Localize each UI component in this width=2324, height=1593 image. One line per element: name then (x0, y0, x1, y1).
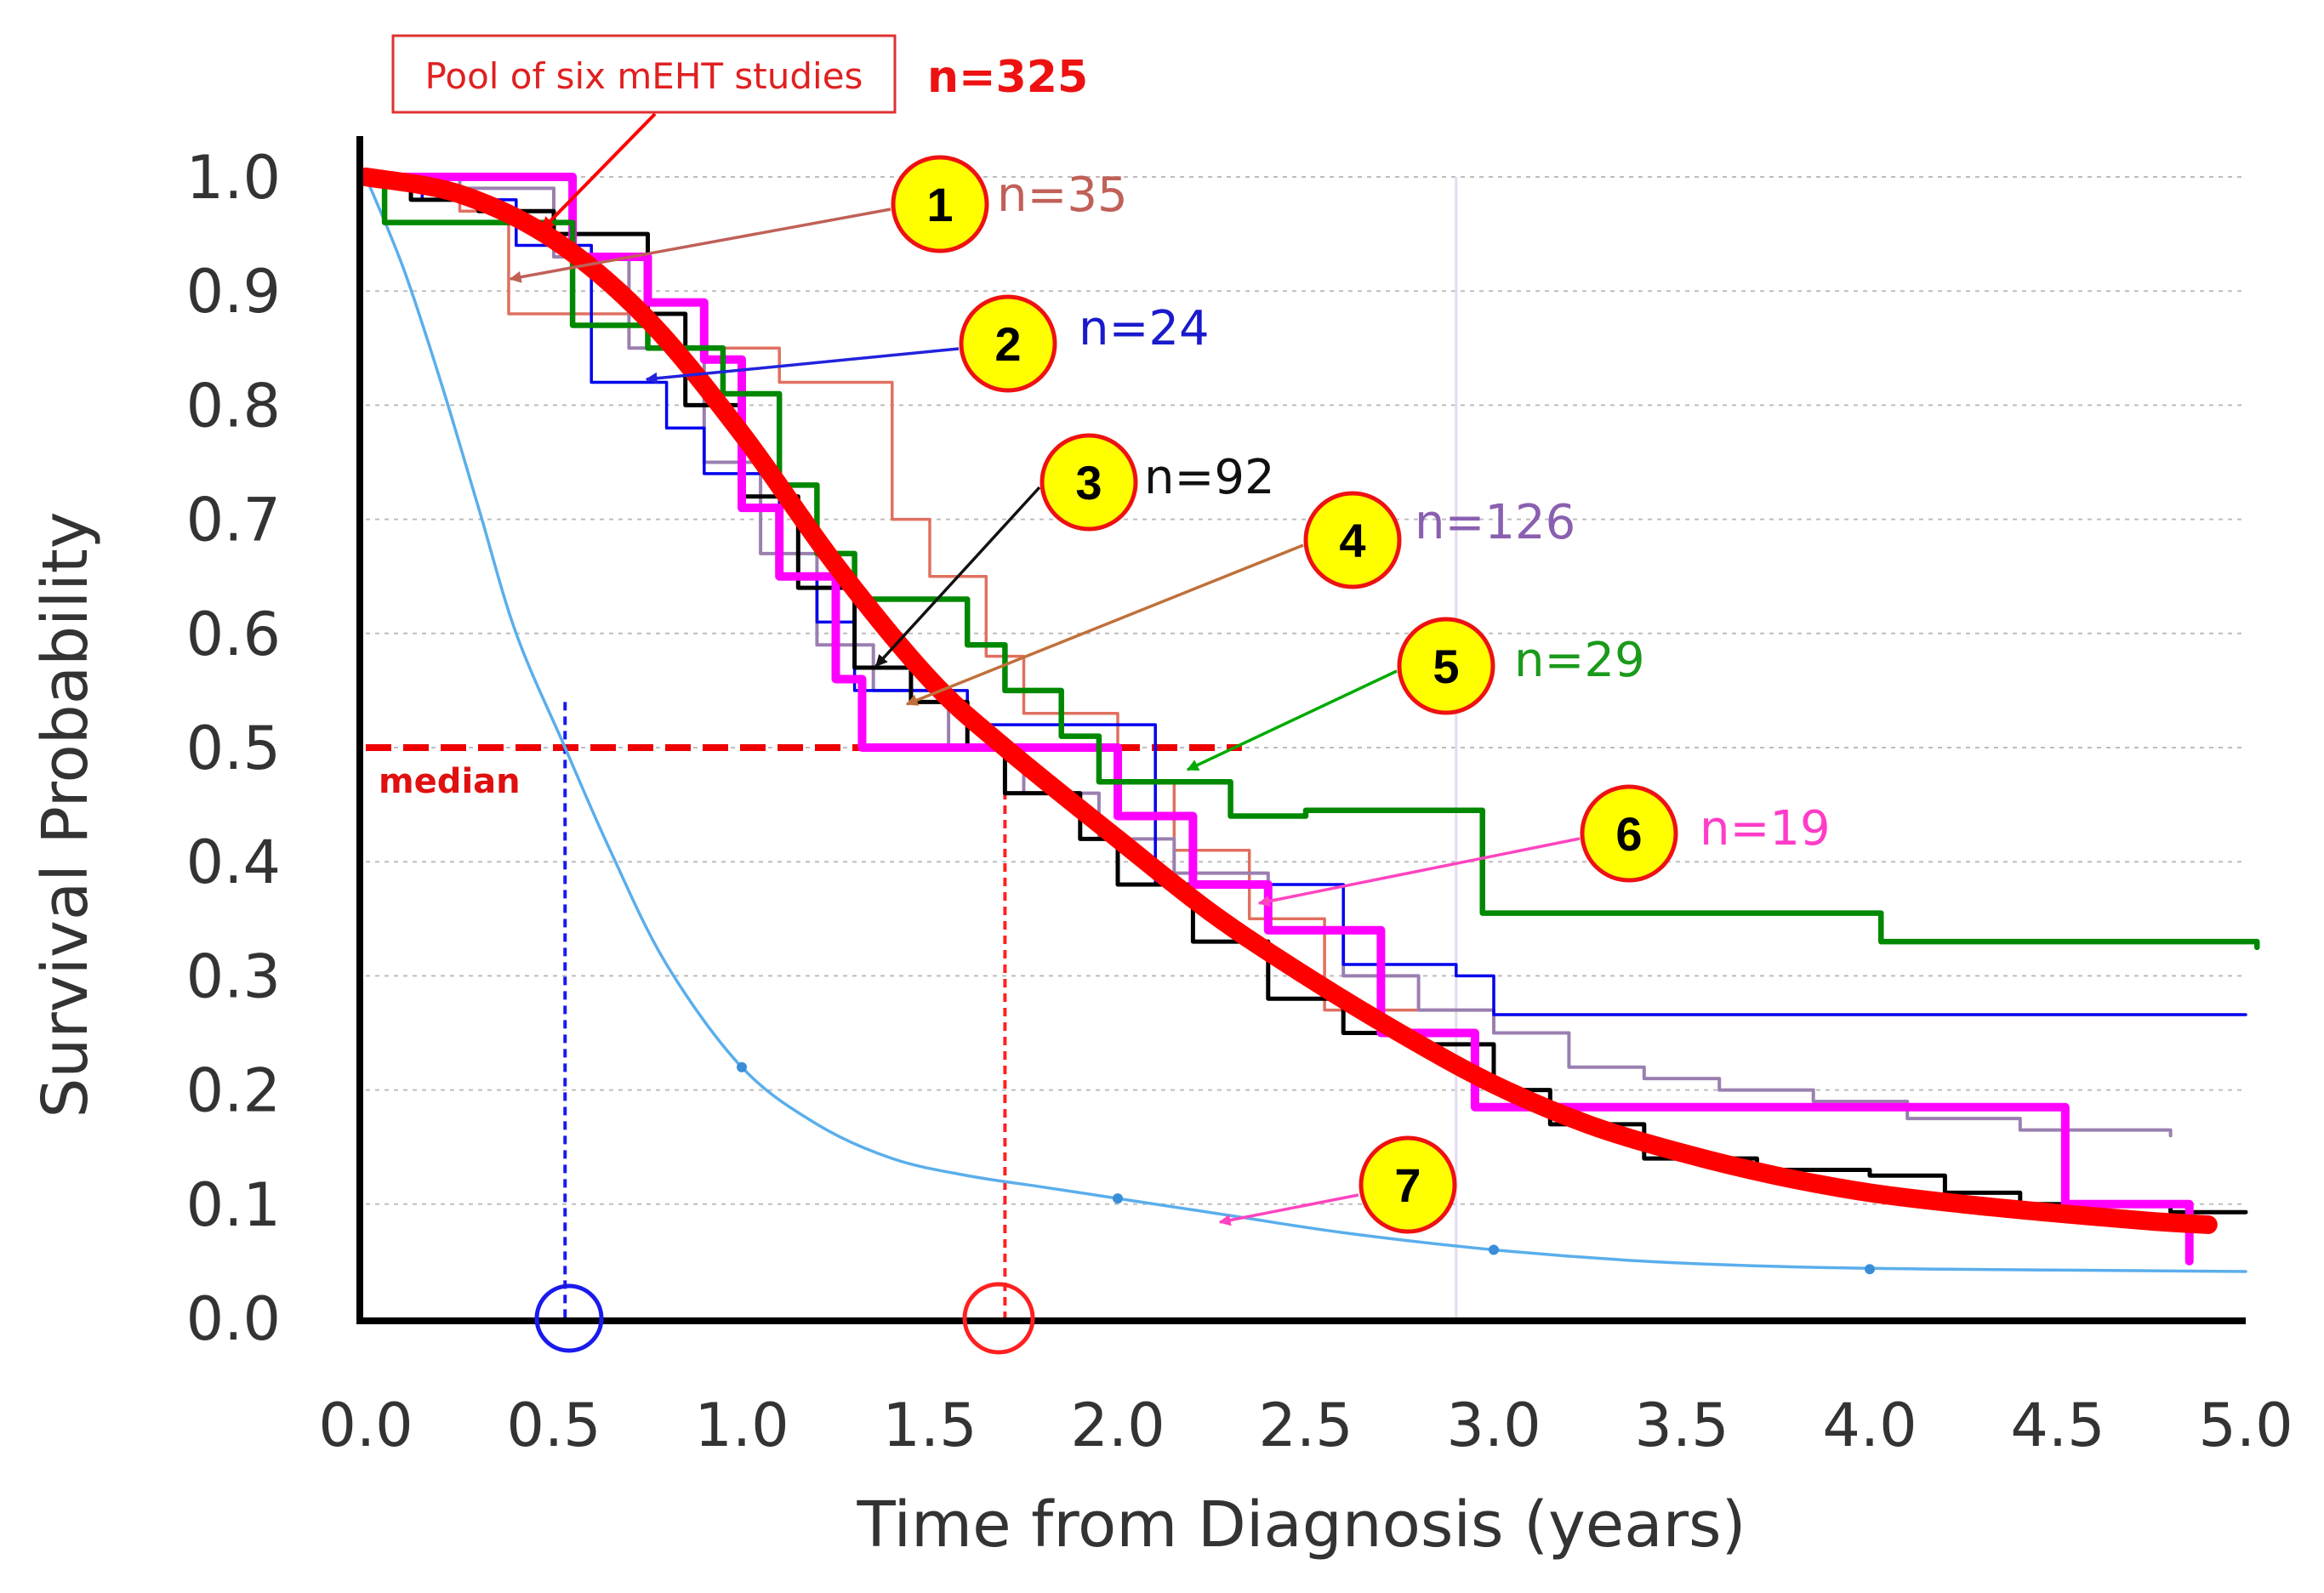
badge-n-2: n=24 (1079, 301, 1210, 356)
badge-4 (1303, 491, 1402, 589)
series-7-point (1865, 1264, 1875, 1275)
badge-5 (1397, 617, 1495, 715)
x-tick-label: 3.5 (1634, 1391, 1729, 1460)
x-tick-label: 1.5 (882, 1391, 977, 1460)
y-tick-label: 0.1 (186, 1170, 281, 1240)
badge-arrow-3 (874, 486, 1041, 668)
badge-arrow-7 (1218, 1193, 1359, 1226)
pooled-median-marker (962, 1282, 1035, 1355)
badge-n-5: n=29 (1514, 633, 1645, 688)
badges: 1 n=35 2 n=24 3 n=92 4 n=126 5 n=29 6 n=19 7 (509, 155, 1831, 1234)
y-tick-label: 0.8 (186, 371, 281, 441)
badge-arrow-1 (509, 208, 891, 283)
y-tick-label: 0.6 (186, 600, 281, 669)
axes (356, 136, 2246, 1324)
series-layer (356, 168, 2260, 1275)
badge-label-1: 1 (926, 178, 953, 231)
grid-lines (366, 176, 2246, 1318)
x-tick-label: 3.0 (1446, 1391, 1541, 1460)
x-tick-label: 2.0 (1070, 1391, 1165, 1460)
badge-label-7: 7 (1394, 1158, 1421, 1212)
pool-label: Pool of six mEHT studies (425, 55, 863, 97)
badge-n-3: n=92 (1144, 450, 1275, 505)
x-tick-label: 0.5 (506, 1391, 601, 1460)
series-line-6 (362, 173, 2194, 1266)
y-axis-title: Survival Probability (29, 511, 102, 1118)
badge-n-6: n=19 (1700, 801, 1831, 856)
x-tick-label: 2.5 (1258, 1391, 1353, 1460)
x-axis-title: Time from Diagnosis (years) (857, 1488, 1746, 1562)
y-tick-label: 0.7 (186, 486, 281, 555)
series-7-point (1489, 1244, 1499, 1255)
badge-6 (1580, 784, 1678, 883)
badge-3 (1040, 433, 1138, 532)
series-line-7 (364, 175, 2247, 1273)
series-7-point (737, 1061, 747, 1072)
y-tick-label: 0.0 (186, 1284, 281, 1354)
annotations: Pool of six mEHT studies n=325 median (379, 34, 1088, 1355)
y-tick-label: 1.0 (186, 143, 281, 213)
y-tick-label: 0.5 (186, 714, 281, 783)
badge-label-5: 5 (1433, 640, 1459, 693)
series-line-5 (362, 174, 2260, 951)
badge-2 (959, 294, 1057, 393)
y-tick-label: 0.2 (186, 1056, 281, 1126)
y-tick-label: 0.4 (186, 828, 281, 897)
x-tick-label: 0.0 (318, 1391, 413, 1460)
badge-n-1: n=35 (997, 168, 1128, 223)
control-median-marker (534, 1283, 604, 1353)
y-tick-labels: 0.0 0.1 0.2 0.3 0.4 0.5 0.6 0.7 0.8 0.9 1.0 (186, 143, 281, 1354)
badge-arrow-4 (905, 543, 1304, 706)
badge-arrow-2 (645, 347, 960, 384)
x-tick-label: 4.0 (1822, 1391, 1917, 1460)
badge-arrow-6 (1257, 837, 1581, 907)
pool-n-label: n=325 (927, 52, 1088, 103)
median-label: median (379, 762, 521, 801)
badge-1 (891, 155, 989, 253)
series-line-1 (364, 175, 1458, 1012)
badge-arrow-5 (1186, 669, 1398, 771)
badge-label-4: 4 (1339, 514, 1365, 567)
badge-label-3: 3 (1075, 456, 1102, 509)
series-line-3 (363, 174, 2248, 1215)
badge-n-4: n=126 (1415, 495, 1575, 550)
pool-arrow (540, 112, 657, 231)
badge-7 (1359, 1135, 1457, 1234)
x-tick-labels: 0.0 0.5 1.0 1.5 2.0 2.5 3.0 3.5 4.0 4.5 5.0 (318, 1391, 2293, 1460)
badge-label-2: 2 (994, 317, 1021, 371)
y-tick-label: 0.3 (186, 942, 281, 1011)
y-tick-label: 0.9 (186, 257, 281, 327)
badge-label-6: 6 (1615, 807, 1642, 861)
series-line-pooled (356, 168, 2218, 1234)
series-7-point (1113, 1193, 1123, 1204)
x-tick-label: 4.5 (2010, 1391, 2105, 1460)
x-tick-label: 5.0 (2198, 1391, 2293, 1460)
x-tick-label: 1.0 (694, 1391, 789, 1460)
pool-label-box (391, 34, 897, 114)
